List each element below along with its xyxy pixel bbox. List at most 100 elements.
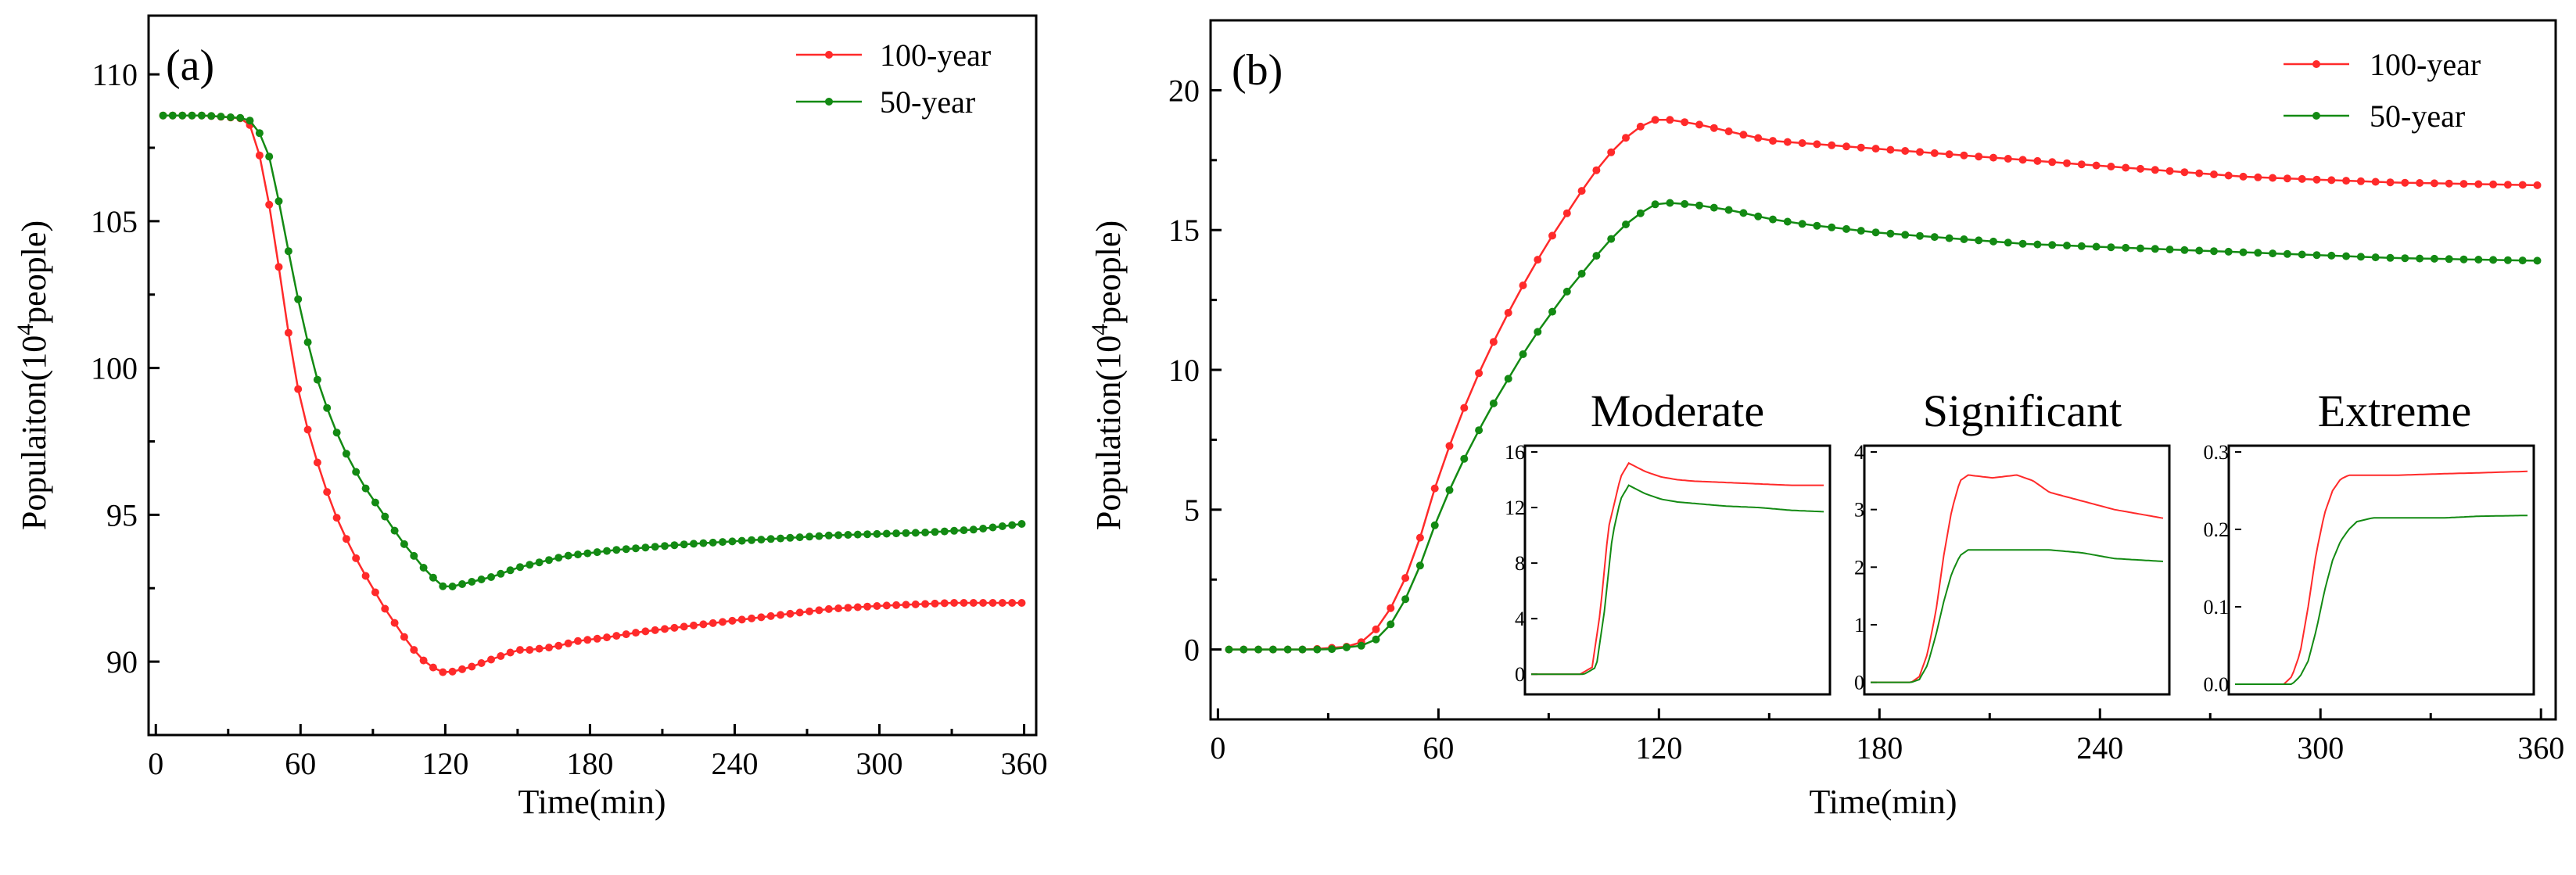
data-point (2430, 254, 2438, 263)
data-point (1475, 426, 1484, 435)
data-point (564, 551, 572, 560)
data-point (1681, 199, 1689, 208)
data-point (506, 566, 515, 575)
data-point (1798, 220, 1806, 228)
data-point (1636, 209, 1645, 217)
y-tick-label: 10 (1168, 353, 1200, 388)
data-point (1562, 209, 1571, 217)
data-point (1842, 142, 1850, 151)
data-point (728, 537, 737, 546)
data-point (757, 613, 766, 622)
data-point (1945, 234, 1954, 242)
data-point (217, 113, 225, 121)
data-point (2195, 246, 2204, 255)
legend-label-50-year: 50-year (2370, 99, 2465, 134)
data-point (1636, 122, 1645, 131)
inset-moderate-ticks: 0 4 8 12 16 (1505, 441, 1537, 686)
data-point (1489, 338, 1498, 346)
data-point (1430, 484, 1439, 493)
data-point (998, 599, 1006, 607)
data-point (2092, 161, 2101, 170)
data-point (1886, 229, 1895, 238)
data-point (2503, 256, 2512, 264)
x-tick-label: 240 (2076, 730, 2123, 766)
data-point (844, 531, 852, 539)
data-point (622, 630, 630, 639)
data-point (1724, 206, 1733, 214)
data-point (361, 572, 370, 580)
data-point (1592, 166, 1601, 174)
data-point (2489, 180, 2498, 188)
data-point (1577, 187, 1586, 195)
data-point (1622, 134, 1630, 142)
data-point (1871, 228, 1880, 237)
data-point (1519, 282, 1527, 289)
data-point (1298, 645, 1307, 654)
data-point (1562, 287, 1571, 296)
data-point (1710, 203, 1718, 212)
data-point (2063, 242, 2071, 249)
data-point (873, 529, 881, 538)
data-point (1798, 139, 1806, 147)
data-point (342, 535, 350, 543)
data-point (1415, 561, 1424, 570)
x-tick-label: 300 (2297, 730, 2344, 766)
data-point (294, 385, 303, 393)
data-point (1975, 236, 1983, 245)
inset-y-tick-label: 0.1 (2204, 596, 2230, 619)
inset-extreme-title: Extreme (2318, 386, 2471, 436)
data-point (332, 429, 341, 437)
data-point (284, 328, 292, 337)
data-point (2239, 248, 2248, 256)
data-point (2430, 179, 2438, 188)
inset-extreme-frame (2227, 444, 2535, 696)
data-point (2048, 158, 2057, 167)
data-point (2327, 251, 2336, 260)
data-point (1769, 215, 1777, 224)
data-point (2386, 178, 2395, 187)
data-point (574, 637, 582, 645)
data-point (400, 633, 408, 641)
inset-moderate-series (1531, 461, 1824, 676)
data-point (1857, 227, 1865, 235)
inset-y-tick-label: 3 (1854, 499, 1864, 522)
panel-b-y-axis-label: Population(104people) (1087, 221, 1128, 530)
data-point (526, 646, 534, 654)
series-line-100-year (2235, 470, 2528, 685)
data-point (824, 604, 833, 613)
data-point (506, 648, 515, 657)
data-point (1769, 137, 1777, 145)
data-point (2063, 159, 2071, 167)
inset-moderate: Moderate 0 4 8 12 16 (1505, 386, 1832, 696)
data-point (612, 632, 621, 640)
data-point (709, 619, 717, 627)
data-point (545, 644, 553, 652)
data-point (274, 197, 283, 206)
data-point (2122, 243, 2130, 252)
data-point (265, 152, 274, 161)
data-point (2298, 250, 2306, 259)
data-point (410, 646, 418, 654)
data-point (188, 111, 196, 120)
data-point (564, 639, 572, 647)
inset-y-tick-label: 16 (1505, 441, 1525, 464)
data-point (574, 550, 582, 559)
data-point (1401, 595, 1410, 604)
data-point (516, 646, 524, 654)
data-point (1666, 116, 1674, 124)
data-point (719, 538, 727, 547)
data-point (371, 588, 379, 597)
data-point (2371, 178, 2380, 186)
data-point (2077, 242, 2086, 250)
panel-b-series (1225, 116, 2542, 654)
legend-marker-100-year (825, 51, 833, 59)
data-point (2342, 177, 2351, 185)
x-tick-label: 120 (422, 746, 468, 781)
data-point (332, 514, 341, 522)
data-point (1916, 231, 1924, 240)
data-point (2224, 247, 2233, 256)
legend-marker-100-year (2312, 60, 2320, 68)
data-point (1504, 375, 1512, 383)
inset-extreme: Extreme 0.0 0.1 0.2 0.3 (2204, 386, 2535, 696)
